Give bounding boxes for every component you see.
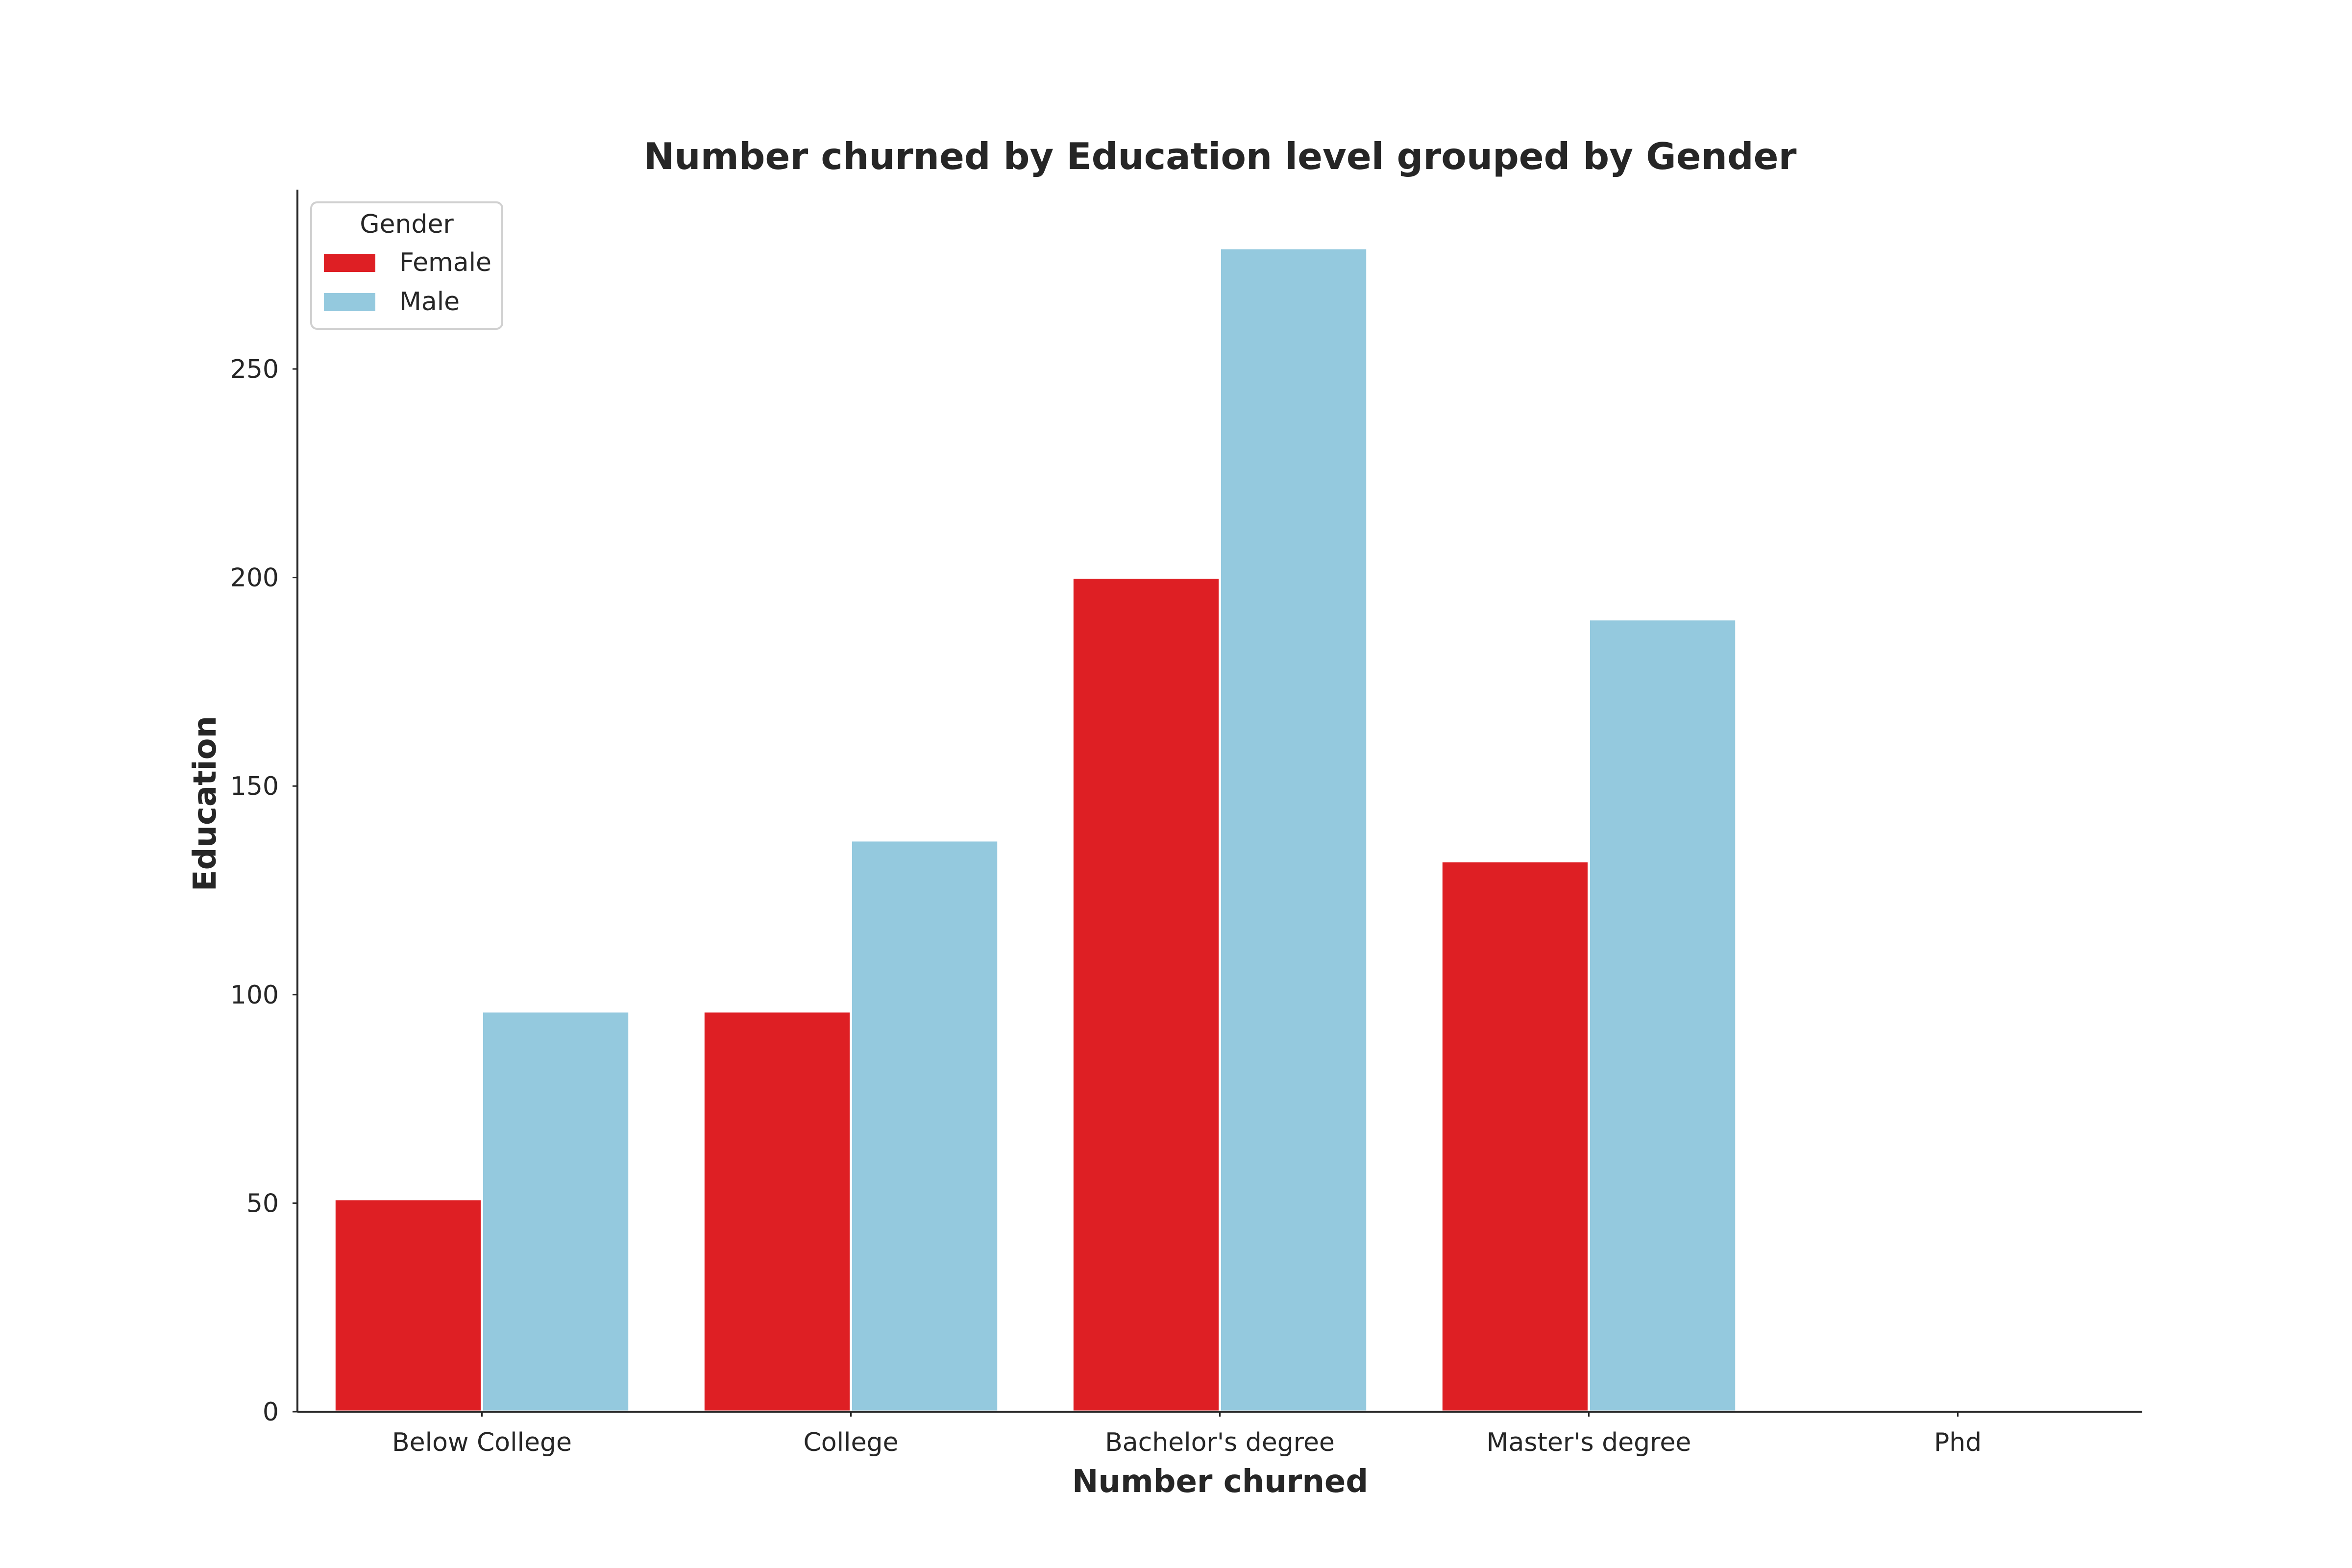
legend-label-female: Female bbox=[399, 248, 491, 277]
y-tick-label: 250 bbox=[230, 355, 279, 384]
y-ticks: 0 50 100 150 200 250 bbox=[230, 355, 297, 1427]
y-tick-label: 50 bbox=[246, 1189, 279, 1218]
bar-female-0 bbox=[333, 1198, 483, 1413]
bar-male-0 bbox=[481, 1010, 631, 1413]
legend-title: Gender bbox=[360, 210, 454, 239]
y-tick-label: 150 bbox=[230, 772, 279, 801]
bar-male-1 bbox=[850, 839, 1000, 1413]
x-axis-label: Number churned bbox=[1072, 1464, 1368, 1500]
chart-title: Number churned by Education level groupe… bbox=[643, 135, 1796, 178]
bar-male-2 bbox=[1219, 246, 1369, 1413]
x-tick-label: Bachelor's degree bbox=[1105, 1428, 1335, 1457]
legend-swatch-male bbox=[324, 293, 375, 311]
y-axis-label: Education bbox=[187, 716, 223, 891]
bar-male-3 bbox=[1588, 618, 1738, 1413]
legend-swatch-female bbox=[324, 254, 375, 272]
legend-label-male: Male bbox=[399, 287, 460, 317]
y-tick-label: 200 bbox=[230, 564, 279, 593]
y-tick-label: 0 bbox=[263, 1397, 279, 1427]
y-tick-label: 100 bbox=[230, 980, 279, 1010]
bar-female-3 bbox=[1440, 859, 1591, 1413]
x-tick-label: Phd bbox=[1934, 1428, 1982, 1457]
x-ticks: Below College College Bachelor's degree Mas… bbox=[392, 1412, 1982, 1457]
x-tick-label: Master's degree bbox=[1487, 1428, 1691, 1457]
bar-female-1 bbox=[702, 1010, 853, 1413]
legend: Gender Female Male bbox=[310, 201, 503, 330]
bar-female-2 bbox=[1071, 576, 1222, 1413]
x-tick-label: Below College bbox=[392, 1428, 572, 1457]
x-tick-label: College bbox=[803, 1428, 898, 1457]
bars-group bbox=[333, 246, 1738, 1413]
